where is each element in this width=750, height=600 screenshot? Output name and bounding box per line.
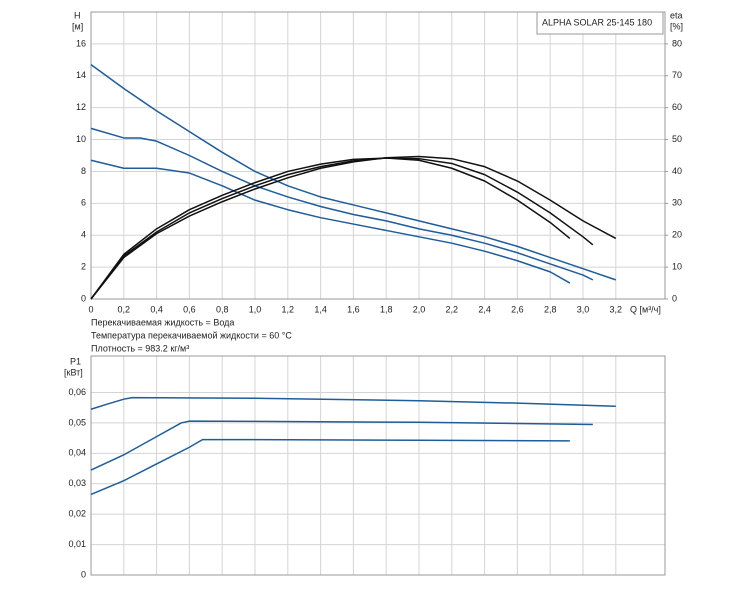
y-tick-label: 0,03	[68, 478, 86, 488]
y-tick-label: 16	[76, 38, 86, 48]
y-tick-label: 0	[81, 293, 86, 303]
y2-tick-label: 60	[672, 102, 682, 112]
y-tick-label: 12	[76, 102, 86, 112]
x-tick-label: 2,4	[478, 304, 491, 314]
annotation: Температура перекачиваемой жидкости = 60…	[91, 330, 292, 340]
curve	[90, 155, 617, 300]
plot-frame	[90, 355, 666, 576]
x-tick-label: 2,8	[544, 304, 557, 314]
y-tick-label: 8	[81, 166, 86, 176]
x-tick-label: 2,6	[511, 304, 524, 314]
x-tick-label: 1,2	[282, 304, 295, 314]
curve	[90, 64, 617, 281]
y-tick-label: 14	[76, 70, 86, 80]
curve	[90, 157, 571, 300]
chart-title: ALPHA SOLAR 25-145 180	[542, 17, 652, 27]
y-label: P1	[70, 356, 81, 366]
y-tick-label: 2	[81, 261, 86, 271]
y-unit: [кВт]	[64, 367, 83, 377]
x-label: Q [м³/ч]	[630, 304, 661, 314]
y-tick-label: 0	[81, 569, 86, 579]
x-tick-label: 2,0	[413, 304, 426, 314]
y-label: H	[74, 10, 81, 20]
x-tick-label: 1,4	[314, 304, 327, 314]
annotation: Перекачиваемая жидкость = Вода	[91, 317, 234, 327]
y2-tick-label: 20	[672, 230, 682, 240]
y2-unit: [%]	[670, 21, 683, 31]
y-unit: [м]	[72, 21, 83, 31]
title-box	[536, 11, 664, 35]
x-tick-label: 0,6	[183, 304, 196, 314]
x-tick-label: 0,2	[118, 304, 131, 314]
curve	[90, 157, 594, 300]
y-tick-label: 10	[76, 134, 86, 144]
x-tick-label: 1,8	[380, 304, 393, 314]
x-tick-label: 2,2	[446, 304, 459, 314]
x-tick-label: 0	[88, 304, 93, 314]
y-tick-label: 0,04	[68, 448, 86, 458]
y-tick-label: 4	[81, 230, 86, 240]
x-tick-label: 1,6	[347, 304, 360, 314]
y2-tick-label: 80	[672, 38, 682, 48]
curve	[90, 438, 570, 496]
y2-tick-label: 50	[672, 134, 682, 144]
y-tick-label: 0,02	[68, 509, 86, 519]
y-tick-label: 0,05	[68, 417, 86, 427]
curve	[90, 396, 616, 410]
x-tick-label: 0,4	[150, 304, 163, 314]
y2-tick-label: 70	[672, 70, 682, 80]
y-tick-label: 0,01	[68, 539, 86, 549]
x-tick-label: 3,2	[610, 304, 623, 314]
y2-tick-label: 40	[672, 166, 682, 176]
x-tick-label: 3,0	[577, 304, 590, 314]
annotation: Плотность = 983.2 кг/м³	[91, 343, 189, 353]
x-tick-label: 0,8	[216, 304, 229, 314]
y2-tick-label: 30	[672, 198, 682, 208]
plot-frame	[90, 11, 666, 300]
curve	[90, 420, 593, 471]
curve	[90, 159, 571, 284]
y2-tick-label: 0	[672, 293, 677, 303]
y2-tick-label: 10	[672, 261, 682, 271]
x-tick-label: 1,0	[249, 304, 262, 314]
y-tick-label: 6	[81, 198, 86, 208]
y-tick-label: 0,06	[68, 387, 86, 397]
curve	[90, 127, 594, 281]
y2-label: eta	[670, 10, 683, 20]
